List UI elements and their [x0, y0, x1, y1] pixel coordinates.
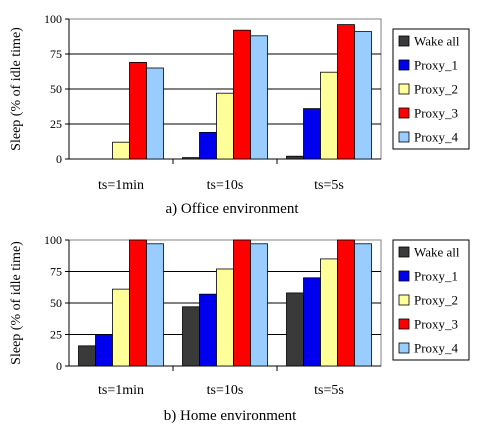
legend-swatch: [398, 35, 410, 47]
bar: [95, 334, 113, 367]
y-tick-label: 75: [50, 47, 62, 61]
bar: [112, 288, 130, 367]
bar: [199, 131, 217, 160]
x-tick-label: ts=5s: [314, 383, 344, 398]
legend-label: Proxy_1: [414, 58, 458, 73]
legend: Wake all Proxy_1 Proxy_2 Proxy_3 Proxy_4: [392, 239, 470, 361]
chart-office: 0 25 50 75 100 ts=1min ts=10s ts=5s Sleep (% of …: [9, 12, 470, 217]
legend-label: Proxy_4: [414, 130, 459, 145]
y-axis-label: Sleep (% of idle time): [9, 241, 24, 365]
y-tick-label: 75: [50, 265, 62, 279]
bar: [303, 108, 321, 160]
bar: [233, 29, 251, 160]
chart-caption: a) Office environment: [165, 201, 299, 217]
x-tick-label: ts=1min: [98, 178, 144, 193]
bar: [286, 292, 304, 367]
bar: [337, 239, 355, 367]
chart-caption: b) Home environment: [164, 408, 297, 424]
x-tick-label: ts=5s: [314, 178, 344, 193]
legend-swatch: [398, 83, 410, 95]
x-tick-label: ts=10s: [207, 383, 244, 398]
bar: [320, 258, 338, 367]
bar: [354, 31, 372, 160]
y-tick-label: 25: [50, 328, 62, 342]
bar: [320, 71, 338, 160]
y-tick-label: 50: [50, 296, 62, 310]
bar: [182, 157, 200, 160]
y-tick-label: 100: [44, 12, 62, 26]
legend-swatch: [398, 294, 410, 306]
y-tick-label: 0: [56, 359, 62, 373]
legend-swatch: [398, 246, 410, 258]
bar: [182, 306, 200, 367]
bar: [286, 155, 304, 160]
legend-label: Proxy_3: [414, 106, 458, 121]
bar: [216, 268, 234, 367]
y-tick-label: 50: [50, 82, 62, 96]
legend-swatch: [398, 342, 410, 354]
legend-label: Proxy_1: [414, 269, 458, 284]
legend-swatch: [398, 318, 410, 330]
legend-label: Proxy_3: [414, 317, 458, 332]
bar: [250, 243, 268, 367]
bar: [129, 239, 147, 367]
legend-swatch: [398, 59, 410, 71]
bar: [233, 239, 251, 367]
x-tick-label: ts=1min: [98, 383, 144, 398]
legend-label: Proxy_4: [414, 341, 459, 356]
bar: [337, 24, 355, 160]
bar: [216, 92, 234, 160]
legend-label: Proxy_2: [414, 82, 458, 97]
y-axis-label: Sleep (% of idle time): [9, 27, 24, 151]
bar: [78, 345, 96, 367]
chart-home: 0 25 50 75 100 ts=1min ts=10s ts=5s Sleep (% of …: [9, 233, 470, 424]
legend-label: Proxy_2: [414, 293, 458, 308]
legend: Wake all Proxy_1 Proxy_2 Proxy_3 Proxy_4: [392, 28, 470, 150]
bar: [303, 277, 321, 367]
y-tick-label: 25: [50, 117, 62, 131]
bar: [199, 293, 217, 367]
bar: [146, 67, 164, 160]
bar: [146, 243, 164, 367]
legend-swatch: [398, 270, 410, 282]
legend-label: Wake all: [414, 245, 460, 260]
legend-label: Wake all: [414, 34, 460, 49]
bar: [354, 243, 372, 367]
bar: [112, 141, 130, 160]
legend-swatch: [398, 107, 410, 119]
bar: [129, 62, 147, 160]
y-tick-label: 100: [44, 233, 62, 247]
y-tick-label: 0: [56, 152, 62, 166]
x-tick-label: ts=10s: [207, 178, 244, 193]
legend-swatch: [398, 131, 410, 143]
bar: [250, 35, 268, 160]
